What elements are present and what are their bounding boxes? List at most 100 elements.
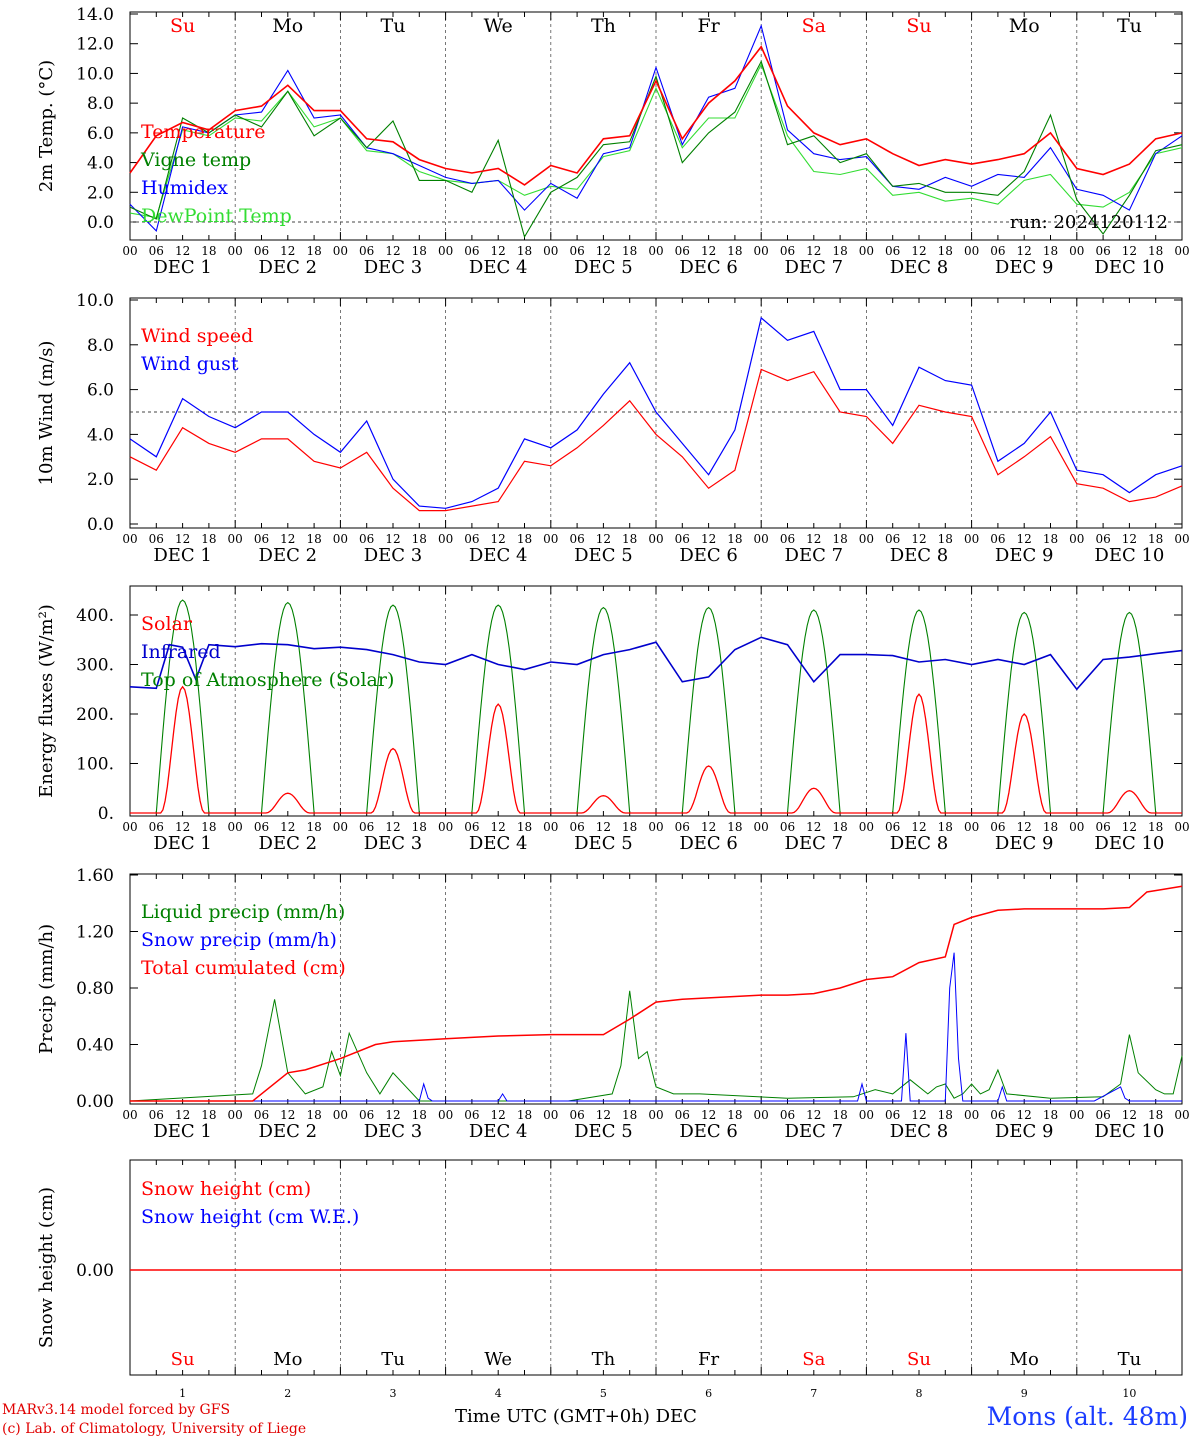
hour-tick-label: 06 (149, 1108, 164, 1122)
date-label: DEC 7 (785, 1121, 844, 1142)
weekday-label: Tu (1118, 1349, 1142, 1370)
y-tick-label: 0.0 (87, 515, 114, 535)
hour-tick-label: 18 (201, 1108, 216, 1122)
hour-tick-label: 06 (254, 820, 269, 834)
date-label: DEC 7 (785, 257, 844, 278)
hour-tick-label: 12 (1017, 532, 1032, 546)
hour-tick-label: 00 (859, 532, 874, 546)
hour-tick-label: 06 (780, 532, 795, 546)
hour-tick-label: 12 (491, 820, 506, 834)
date-label: DEC 4 (469, 545, 528, 566)
date-label: DEC 9 (995, 1121, 1054, 1142)
y-axis-label: 10m Wind (m/s) (36, 341, 57, 486)
hour-tick-label: 06 (1095, 532, 1110, 546)
date-label: DEC 8 (890, 1121, 949, 1142)
hour-tick-label: 00 (1174, 532, 1189, 546)
date-label: DEC 7 (785, 833, 844, 854)
hour-tick-label: 00 (333, 532, 348, 546)
weekday-label: Tu (1117, 15, 1142, 37)
date-label: DEC 8 (890, 833, 949, 854)
hour-tick-label: 12 (385, 244, 400, 258)
date-label: DEC 10 (1094, 257, 1164, 278)
legend-entry: Top of Atmosphere (Solar) (141, 669, 394, 691)
day-number-label: 7 (810, 1387, 817, 1400)
date-label: DEC 3 (364, 257, 423, 278)
date-label: DEC 1 (153, 257, 212, 278)
date-label: DEC 4 (469, 1121, 528, 1142)
hour-tick-label: 06 (675, 1108, 690, 1122)
hour-tick-label: 00 (1069, 532, 1084, 546)
y-tick-label: 0.00 (76, 1261, 114, 1281)
hour-tick-label: 00 (964, 820, 979, 834)
hour-tick-label: 00 (964, 532, 979, 546)
date-label: DEC 2 (259, 1121, 318, 1142)
date-label: DEC 5 (574, 545, 633, 566)
hour-tick-label: 18 (306, 532, 321, 546)
hour-tick-label: 00 (648, 532, 663, 546)
hour-tick-label: 06 (1095, 244, 1110, 258)
legend-entry: Vigne temp (140, 149, 251, 171)
solar-line (971, 713, 1077, 814)
hour-tick-label: 00 (754, 1108, 769, 1122)
hour-tick-label: 18 (306, 1108, 321, 1122)
date-label: DEC 1 (153, 833, 212, 854)
hour-tick-label: 00 (754, 244, 769, 258)
weekday-label: We (484, 1349, 512, 1370)
y-tick-label: 1.60 (76, 866, 114, 886)
hour-tick-label: 06 (885, 244, 900, 258)
hour-tick-label: 12 (1017, 820, 1032, 834)
hour-tick-label: 00 (438, 532, 453, 546)
hour-tick-label: 06 (254, 1108, 269, 1122)
hour-tick-label: 12 (911, 1108, 926, 1122)
date-label: DEC 8 (890, 545, 949, 566)
hour-tick-label: 18 (622, 244, 637, 258)
hour-tick-label: 00 (333, 244, 348, 258)
date-label: DEC 1 (153, 1121, 212, 1142)
hour-tick-label: 06 (149, 820, 164, 834)
hour-tick-label: 12 (701, 1108, 716, 1122)
date-label: DEC 2 (259, 257, 318, 278)
hour-tick-label: 12 (806, 532, 821, 546)
hour-tick-label: 18 (517, 820, 532, 834)
toa-solar-line (235, 601, 341, 814)
hour-tick-label: 00 (648, 820, 663, 834)
weekday-label: Mo (272, 15, 303, 37)
hour-tick-label: 12 (806, 1108, 821, 1122)
y-tick-label: 200. (76, 705, 114, 725)
hour-tick-label: 06 (149, 532, 164, 546)
solar-line (550, 795, 656, 814)
hour-tick-label: 12 (911, 820, 926, 834)
date-label: DEC 10 (1094, 833, 1164, 854)
y-tick-label: 6.0 (87, 124, 114, 144)
hour-tick-label: 06 (675, 244, 690, 258)
hour-tick-label: 12 (280, 532, 295, 546)
hour-tick-label: 18 (727, 1108, 742, 1122)
legend-entry: Liquid precip (mm/h) (141, 901, 345, 923)
hour-tick-label: 00 (964, 1108, 979, 1122)
date-label: DEC 3 (364, 1121, 423, 1142)
weekday-label: Mo (273, 1349, 302, 1370)
y-tick-label: 0. (98, 804, 114, 824)
y-tick-label: 14.0 (76, 5, 114, 25)
date-label: DEC 5 (574, 833, 633, 854)
hour-tick-label: 18 (622, 1108, 637, 1122)
hour-tick-label: 06 (254, 244, 269, 258)
hour-tick-label: 12 (1122, 820, 1137, 834)
hour-tick-label: 06 (990, 1108, 1005, 1122)
hour-tick-label: 18 (938, 1108, 953, 1122)
legend-entry: Snow precip (mm/h) (141, 929, 337, 951)
hour-tick-label: 12 (701, 244, 716, 258)
hour-tick-label: 06 (569, 1108, 584, 1122)
y-tick-label: 8.0 (87, 94, 114, 114)
series-line (130, 885, 1183, 1102)
day-number-label: 4 (495, 1387, 502, 1400)
hour-tick-label: 06 (149, 244, 164, 258)
y-axis-label: Energy fluxes (W/m²) (36, 604, 57, 798)
legend-entry: Wind speed (141, 325, 253, 347)
hour-tick-label: 12 (175, 244, 190, 258)
date-label: DEC 10 (1094, 1121, 1164, 1142)
hour-tick-label: 00 (1174, 820, 1189, 834)
y-tick-label: 0.00 (76, 1092, 114, 1112)
hour-tick-label: 00 (438, 1108, 453, 1122)
date-label: DEC 9 (995, 545, 1054, 566)
